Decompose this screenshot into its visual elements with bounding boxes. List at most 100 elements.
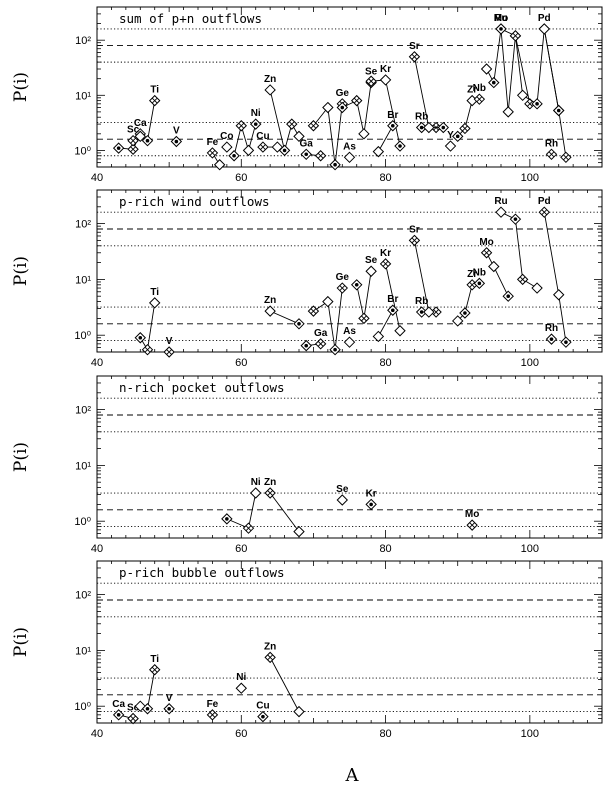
element-label: Ti bbox=[150, 287, 159, 298]
y-axis-label: P(i) bbox=[11, 72, 31, 102]
element-label: Ti bbox=[150, 654, 159, 665]
series-ti: Ti bbox=[134, 85, 161, 147]
data-point-center bbox=[513, 217, 518, 221]
series-line bbox=[342, 82, 372, 134]
element-label: Co bbox=[220, 131, 233, 142]
element-label: Nb bbox=[473, 267, 486, 278]
element-label: Ca bbox=[112, 699, 125, 710]
series-ga: Ga bbox=[300, 138, 327, 162]
data-point-center bbox=[463, 311, 467, 315]
data-point-center bbox=[477, 281, 482, 286]
data-point-cross bbox=[469, 281, 476, 288]
data-point bbox=[379, 74, 392, 86]
series-zr: Zr bbox=[452, 269, 478, 327]
data-point-center bbox=[261, 714, 265, 719]
element-label: Se bbox=[365, 67, 378, 78]
series-zr: Zr bbox=[452, 85, 478, 143]
element-label: Ge bbox=[336, 88, 350, 99]
data-point-cross bbox=[469, 522, 476, 529]
element-label: Pd bbox=[538, 196, 551, 207]
data-point bbox=[149, 297, 161, 309]
x-tick-label: 80 bbox=[379, 543, 391, 555]
element-label: Pd bbox=[538, 13, 551, 24]
data-point-center bbox=[390, 308, 395, 313]
data-point bbox=[423, 306, 435, 318]
data-point-center bbox=[282, 148, 287, 153]
data-point-center bbox=[419, 310, 424, 314]
series-ni: Ni bbox=[235, 672, 247, 694]
data-point bbox=[502, 106, 514, 118]
element-label: Rh bbox=[545, 138, 558, 149]
element-label: Sc bbox=[127, 703, 140, 714]
data-point bbox=[452, 315, 464, 327]
data-point bbox=[531, 282, 543, 294]
series-line bbox=[500, 211, 538, 289]
data-point-center bbox=[145, 138, 150, 143]
data-point-cross bbox=[548, 151, 555, 158]
data-point-cross bbox=[310, 122, 317, 129]
data-point-center bbox=[390, 123, 395, 128]
data-point bbox=[444, 140, 457, 152]
data-point bbox=[495, 206, 507, 218]
series-ga: Ga bbox=[300, 328, 328, 352]
data-point-cross bbox=[130, 715, 136, 722]
series-zn: Zn bbox=[264, 74, 305, 157]
data-point-center bbox=[174, 139, 179, 144]
data-point-center bbox=[354, 283, 359, 287]
data-point-center bbox=[145, 706, 150, 711]
element-label: Rb bbox=[415, 112, 428, 123]
data-point bbox=[264, 84, 276, 96]
data-point bbox=[134, 130, 146, 143]
data-point-center bbox=[232, 153, 236, 158]
data-point-cross bbox=[483, 249, 490, 256]
data-point-cross bbox=[288, 121, 295, 128]
element-label: Zn bbox=[264, 641, 276, 652]
series-line bbox=[139, 302, 156, 351]
series-v: V bbox=[170, 126, 183, 148]
series-zn: Zn bbox=[264, 641, 305, 718]
data-point-center bbox=[441, 125, 446, 130]
series-fe: Fe bbox=[207, 699, 219, 721]
element-label: Ti bbox=[150, 85, 159, 96]
series-ge: Ge bbox=[307, 272, 349, 356]
series-v: V bbox=[163, 693, 175, 715]
data-point bbox=[322, 101, 334, 114]
panel-3: 40 60 80 100 10⁰ 10¹ 10² P(i) n-rich pocket outf… bbox=[11, 375, 603, 555]
series-sr: Sr bbox=[408, 41, 449, 134]
element-label: Rh bbox=[545, 323, 558, 334]
series-line bbox=[385, 263, 401, 331]
plot-frame bbox=[96, 560, 603, 724]
data-point-center bbox=[491, 80, 496, 85]
panel-1: 40 60 80 100 10⁰ 10¹ 10² P(i) sum of p+n outflow… bbox=[11, 6, 603, 184]
series-ni: Ni bbox=[221, 477, 262, 534]
element-label: Ca bbox=[134, 118, 147, 129]
element-label: As bbox=[343, 326, 356, 337]
series-line bbox=[269, 657, 300, 712]
data-point-cross bbox=[267, 654, 274, 661]
data-point-center bbox=[253, 122, 258, 126]
data-point bbox=[516, 89, 529, 102]
element-label: Ga bbox=[314, 328, 328, 339]
series-line bbox=[233, 123, 257, 156]
element-label: Br bbox=[387, 294, 398, 305]
data-point bbox=[250, 487, 262, 499]
data-point bbox=[343, 336, 356, 348]
x-tick-label: 60 bbox=[235, 728, 247, 740]
data-point bbox=[293, 130, 305, 143]
data-point bbox=[221, 141, 233, 153]
element-label: Mo bbox=[479, 237, 493, 248]
y-axis-label: P(i) bbox=[11, 627, 31, 657]
series-ru: Ru bbox=[494, 196, 543, 294]
element-label: Kr bbox=[366, 488, 377, 499]
data-point-center bbox=[167, 706, 171, 711]
y-tick-label: 10¹ bbox=[75, 274, 91, 286]
data-point bbox=[213, 159, 226, 171]
panel-title: sum of p+n outflows bbox=[119, 11, 262, 26]
data-point-cross bbox=[151, 666, 158, 673]
data-point-cross bbox=[144, 346, 151, 353]
element-label: Sc bbox=[127, 125, 140, 136]
data-point-cross bbox=[238, 122, 245, 129]
element-label: V bbox=[173, 126, 180, 137]
data-point-center bbox=[116, 146, 121, 150]
series-mo: Mo bbox=[465, 509, 479, 531]
